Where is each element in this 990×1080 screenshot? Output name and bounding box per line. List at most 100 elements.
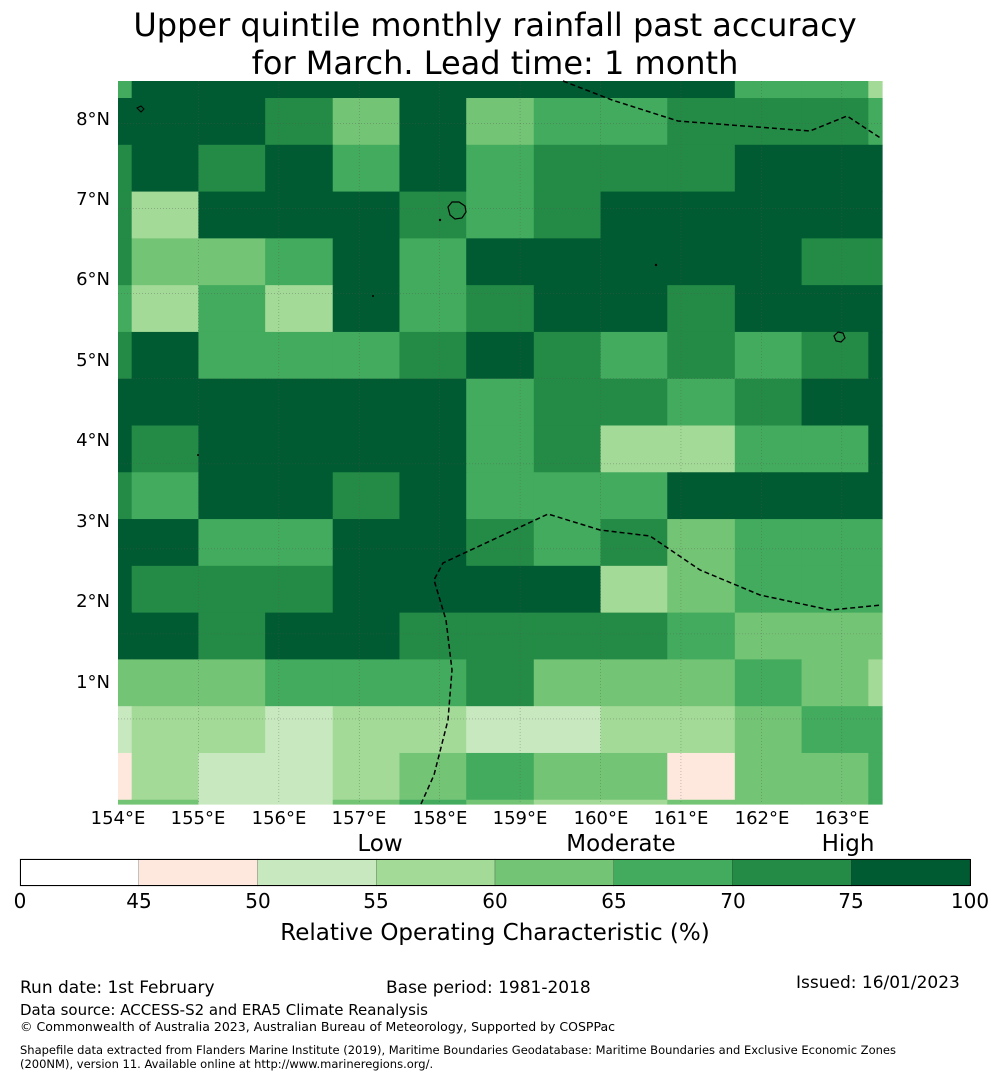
grid-cell xyxy=(131,472,200,520)
grid-cell xyxy=(466,285,535,333)
grid-cell xyxy=(131,238,200,286)
grid-cell xyxy=(131,378,200,427)
grid-cell xyxy=(399,331,467,380)
grid-cell xyxy=(466,565,535,614)
grid-cell xyxy=(533,378,602,427)
grid-cell xyxy=(667,331,736,380)
grid-cell xyxy=(265,238,334,286)
grid-cell xyxy=(131,425,200,473)
grid-cell xyxy=(265,144,334,193)
grid-cell xyxy=(734,472,803,520)
grid-cell xyxy=(533,565,602,614)
grid-cell xyxy=(118,659,133,707)
grid-cell xyxy=(466,191,535,239)
islet-3 xyxy=(372,295,374,297)
grid-cell xyxy=(533,238,602,286)
grid-cell xyxy=(667,752,736,801)
grid-cell xyxy=(399,612,467,660)
grid-cell xyxy=(131,191,200,239)
colorbar-segment xyxy=(851,858,971,887)
grid-cell xyxy=(868,238,883,286)
grid-cell xyxy=(734,425,803,473)
grid-cell xyxy=(600,519,668,567)
grid-cell xyxy=(734,285,803,333)
grid-cell xyxy=(265,81,334,99)
grid-cell xyxy=(533,285,602,333)
grid-cell xyxy=(198,331,266,380)
grid-cell xyxy=(734,799,803,805)
colorbar-tick: 75 xyxy=(838,889,864,913)
grid-cell xyxy=(332,238,401,286)
grid-cell xyxy=(131,612,200,660)
grid-cell xyxy=(198,706,266,754)
colorbar-tick: 70 xyxy=(720,889,746,913)
grid-cell xyxy=(198,144,266,193)
lon-label: 155°E xyxy=(170,808,226,829)
grid-cell xyxy=(332,519,401,567)
lon-label: 160°E xyxy=(573,808,629,829)
lon-label: 159°E xyxy=(492,808,548,829)
category-high: High xyxy=(821,831,875,857)
grid-cell xyxy=(399,98,467,146)
grid-cell xyxy=(265,98,334,146)
grid-cell xyxy=(399,425,467,473)
graticule xyxy=(118,81,882,804)
grid-cell xyxy=(600,331,668,380)
grid-cell xyxy=(399,378,467,427)
grid-cell xyxy=(600,612,668,660)
grid-cell xyxy=(198,519,266,567)
grid-cell xyxy=(801,238,869,286)
grid-cell xyxy=(801,565,869,614)
lon-label: 161°E xyxy=(653,808,709,829)
grid-cell xyxy=(399,81,467,99)
grid-cell xyxy=(801,706,869,754)
grid-cell xyxy=(868,519,883,567)
grid-cell xyxy=(466,425,535,473)
colorbar-tick: 50 xyxy=(245,889,271,913)
grid-cell xyxy=(667,144,736,193)
grid-cell xyxy=(734,144,803,193)
grid-cell xyxy=(131,144,200,193)
grid-cell xyxy=(118,191,133,239)
grid-cell xyxy=(118,612,133,660)
grid-cell xyxy=(734,565,803,614)
grid-cell xyxy=(868,98,883,146)
grid-cell xyxy=(466,706,535,754)
grid-cell xyxy=(399,706,467,754)
grid-cell xyxy=(868,472,883,520)
grid-cell xyxy=(265,659,334,707)
grid-cell xyxy=(667,612,736,660)
grid-cell xyxy=(533,612,602,660)
grid-cell xyxy=(332,425,401,473)
grid-cell xyxy=(801,799,869,805)
eez-boundary-south xyxy=(420,513,883,805)
grid-cell xyxy=(198,378,266,427)
grid-cell xyxy=(734,191,803,239)
grid-cell xyxy=(801,612,869,660)
colorbar-segment xyxy=(376,858,496,887)
grid-cell xyxy=(734,331,803,380)
colorbar-segment xyxy=(19,858,139,887)
grid-cell xyxy=(131,752,200,801)
grid-cell xyxy=(265,752,334,801)
grid-cell xyxy=(332,659,401,707)
grid-cell xyxy=(533,98,602,146)
lat-label: 7°N xyxy=(76,189,110,210)
grid-cell xyxy=(600,98,668,146)
grid-cell xyxy=(868,191,883,239)
grid-cell xyxy=(533,425,602,473)
grid-cell xyxy=(533,659,602,707)
grid-cell xyxy=(332,191,401,239)
colorbar-tick: 45 xyxy=(126,889,152,913)
data-source: Data source: ACCESS-S2 and ERA5 Climate … xyxy=(20,1001,428,1019)
grid-cell xyxy=(332,98,401,146)
grid-cell xyxy=(131,98,200,146)
grid-cell xyxy=(868,285,883,333)
grid-cell xyxy=(466,659,535,707)
grid-cell xyxy=(801,285,869,333)
island-pohnpei xyxy=(447,201,467,220)
grid-cell xyxy=(118,144,133,193)
lon-label: 156°E xyxy=(251,808,307,829)
